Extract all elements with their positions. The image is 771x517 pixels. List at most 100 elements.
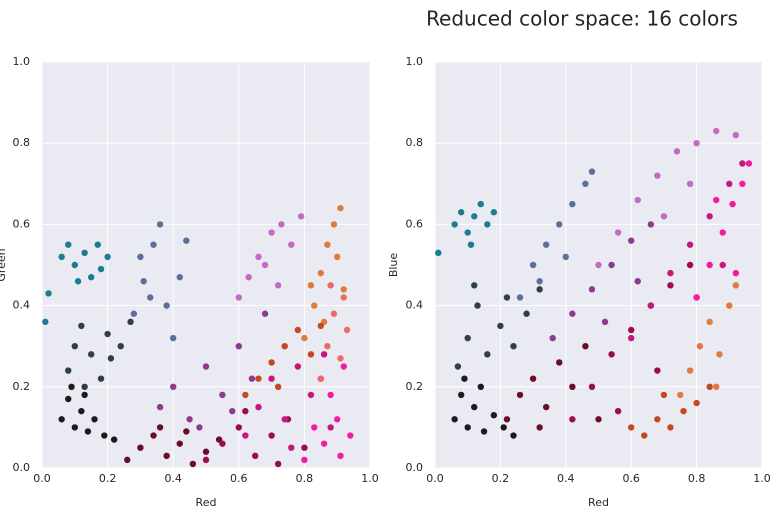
x-tick-label: 0.2 bbox=[99, 472, 117, 485]
scatter-point bbox=[340, 286, 347, 293]
scatter-point bbox=[435, 249, 442, 257]
scatter-point bbox=[595, 261, 602, 269]
x-tick-label: 0.0 bbox=[426, 472, 444, 485]
scatter-point bbox=[288, 444, 295, 451]
scatter-point bbox=[614, 407, 622, 415]
x-tick-label: 0.6 bbox=[230, 472, 248, 485]
scatter-point bbox=[451, 221, 458, 228]
scatter-point bbox=[255, 375, 262, 382]
y-tick-label: 0.8 bbox=[13, 136, 31, 149]
scatter-point bbox=[719, 229, 726, 236]
scatter-point bbox=[301, 444, 308, 451]
scatter-point bbox=[261, 261, 269, 269]
scatter-point bbox=[477, 383, 484, 390]
scatter-point bbox=[628, 326, 635, 334]
scatter-point bbox=[156, 424, 164, 431]
scatter-point bbox=[130, 310, 138, 317]
scatter-point bbox=[242, 432, 249, 439]
scatter-point bbox=[542, 241, 550, 248]
x-tick-label: 0.8 bbox=[296, 472, 314, 485]
scatter-point bbox=[170, 383, 177, 390]
scatter-point bbox=[88, 273, 95, 281]
scatter-point bbox=[219, 440, 226, 447]
scatter-point bbox=[608, 261, 615, 269]
scatter-point bbox=[294, 326, 302, 334]
scatter-point bbox=[252, 452, 259, 460]
scatter-point bbox=[693, 294, 700, 301]
y-tick-label: 0.4 bbox=[406, 299, 424, 312]
scatter-point bbox=[337, 355, 344, 362]
scatter-point bbox=[255, 403, 262, 411]
scatter-point bbox=[156, 403, 164, 411]
scatter-point bbox=[641, 432, 648, 439]
scatter-point bbox=[739, 160, 746, 167]
scatter-point bbox=[732, 269, 740, 277]
scatter-point bbox=[471, 213, 478, 220]
scatter-point bbox=[104, 253, 111, 261]
scatter-point bbox=[137, 253, 144, 261]
scatter-point bbox=[78, 322, 85, 330]
x-tick-label: 0.2 bbox=[492, 472, 510, 485]
scatter-point bbox=[680, 407, 687, 415]
scatter-point bbox=[686, 180, 694, 187]
scatter-point bbox=[601, 318, 609, 326]
scatter-point bbox=[176, 440, 183, 447]
scatter-point bbox=[71, 424, 79, 431]
scatter-point bbox=[588, 168, 596, 175]
scatter-point bbox=[569, 200, 576, 208]
scatter-point bbox=[219, 391, 226, 399]
scatter-point bbox=[334, 253, 341, 261]
scatter-point bbox=[255, 253, 262, 261]
scatter-point bbox=[467, 241, 475, 248]
scatter-point bbox=[536, 278, 543, 285]
x-tick-label: 0.4 bbox=[557, 472, 575, 485]
scatter-point bbox=[503, 416, 511, 423]
scatter-point bbox=[186, 416, 193, 423]
scatter-point bbox=[523, 310, 530, 317]
scatter-point bbox=[147, 294, 154, 301]
x-axis-label: Red bbox=[196, 496, 217, 509]
scatter-point bbox=[542, 403, 550, 411]
scatter-point bbox=[677, 391, 684, 399]
scatter-point bbox=[320, 351, 328, 358]
scatter-point bbox=[634, 196, 641, 204]
y-tick-label: 1.0 bbox=[406, 55, 424, 68]
x-tick-label: 0.6 bbox=[622, 472, 640, 485]
scatter-point bbox=[347, 432, 354, 439]
scatter-point bbox=[516, 391, 524, 399]
scatter-point bbox=[732, 131, 740, 139]
scatter-point bbox=[660, 391, 668, 399]
scatter-point bbox=[235, 424, 242, 431]
scatter-point bbox=[163, 302, 170, 309]
scatter-point bbox=[117, 343, 124, 350]
scatter-point bbox=[88, 351, 95, 358]
scatter-point bbox=[104, 330, 111, 338]
scatter-point bbox=[529, 261, 537, 269]
scatter-point bbox=[163, 452, 170, 460]
scatter-point bbox=[732, 282, 740, 289]
scatter-point bbox=[202, 363, 210, 370]
scatter-point bbox=[696, 343, 704, 350]
y-tick-label: 0.2 bbox=[13, 380, 31, 393]
scatter-point bbox=[497, 322, 504, 330]
scatter-point bbox=[569, 383, 576, 390]
scatter-point bbox=[484, 351, 491, 358]
scatter-point bbox=[327, 424, 334, 431]
scatter-point bbox=[202, 448, 210, 455]
scatter-point bbox=[706, 261, 713, 269]
scatter-point bbox=[202, 456, 210, 464]
plot-area bbox=[42, 62, 370, 468]
scatter-point bbox=[569, 310, 576, 317]
scatter-point bbox=[307, 282, 315, 289]
scatter-point bbox=[97, 265, 105, 273]
y-tick-label: 0.0 bbox=[13, 461, 31, 474]
scatter-point bbox=[176, 273, 183, 281]
scatter-point bbox=[235, 294, 242, 301]
scatter-point bbox=[307, 351, 315, 358]
scatter-point bbox=[317, 322, 324, 330]
scatter-point bbox=[608, 351, 615, 358]
scatter-point bbox=[582, 180, 589, 187]
scatter-point bbox=[317, 269, 324, 277]
scatter-point bbox=[516, 294, 524, 301]
scatter-point bbox=[454, 363, 462, 370]
